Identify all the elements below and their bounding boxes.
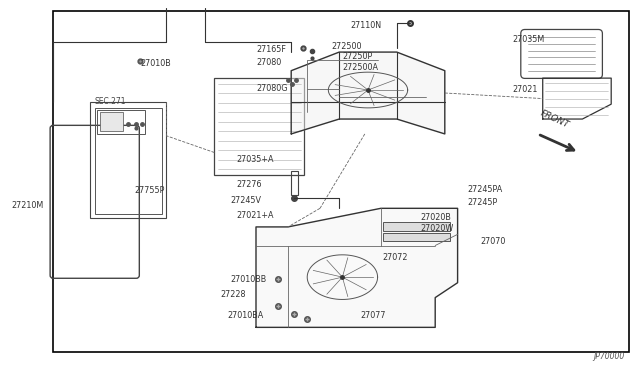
Text: 27035+A: 27035+A xyxy=(237,155,275,164)
Text: 27020W: 27020W xyxy=(420,224,454,233)
Bar xyxy=(90,102,166,218)
Text: FRONT: FRONT xyxy=(539,109,570,130)
Text: 27077: 27077 xyxy=(360,311,386,320)
Text: 27210M: 27210M xyxy=(12,201,44,210)
Text: 27245PA: 27245PA xyxy=(467,185,502,194)
Text: 27035M: 27035M xyxy=(512,35,544,44)
Text: 27072: 27072 xyxy=(383,253,408,262)
Bar xyxy=(95,108,162,214)
Text: 27250P: 27250P xyxy=(342,52,372,61)
Text: 27228: 27228 xyxy=(221,290,246,299)
Text: 27080: 27080 xyxy=(256,58,281,67)
Text: 27010BA: 27010BA xyxy=(227,311,264,320)
Text: 27245V: 27245V xyxy=(230,196,261,205)
Bar xyxy=(214,78,304,175)
Bar xyxy=(97,110,145,134)
Text: 27110N: 27110N xyxy=(351,21,382,30)
Text: SEC.271: SEC.271 xyxy=(95,97,126,106)
Text: 27020B: 27020B xyxy=(420,213,451,222)
Text: 272500: 272500 xyxy=(332,42,362,51)
Bar xyxy=(100,112,123,131)
Bar xyxy=(291,171,298,195)
Bar xyxy=(383,222,450,231)
Text: 27010B: 27010B xyxy=(141,59,172,68)
Text: 27755P: 27755P xyxy=(134,186,164,195)
Text: 272500A: 272500A xyxy=(342,63,378,72)
Polygon shape xyxy=(291,52,445,134)
Text: 27010BB: 27010BB xyxy=(230,275,267,284)
Text: 27245P: 27245P xyxy=(467,198,497,207)
Text: JP70000: JP70000 xyxy=(593,352,624,361)
Text: 27021: 27021 xyxy=(512,85,538,94)
Text: 27021+A: 27021+A xyxy=(237,211,275,220)
Text: 27080G: 27080G xyxy=(256,84,287,93)
Text: 27070: 27070 xyxy=(480,237,506,246)
Bar xyxy=(383,233,450,241)
Text: 27165F: 27165F xyxy=(256,45,286,54)
Polygon shape xyxy=(256,208,458,327)
Text: 27276: 27276 xyxy=(237,180,262,189)
